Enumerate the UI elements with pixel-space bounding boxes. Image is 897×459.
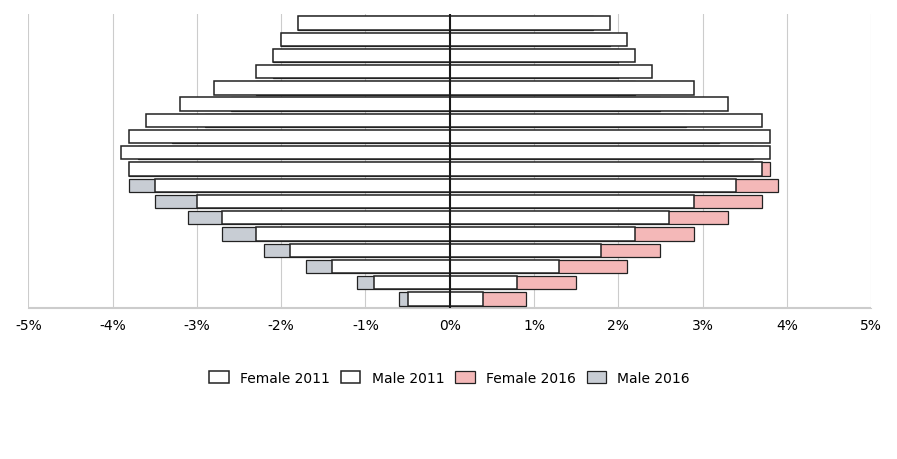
Bar bbox=[449, 50, 635, 63]
Bar bbox=[290, 244, 449, 257]
Bar bbox=[449, 17, 610, 30]
Bar bbox=[449, 50, 618, 63]
Bar bbox=[449, 82, 635, 95]
Bar bbox=[449, 196, 694, 209]
Bar bbox=[180, 98, 449, 112]
Bar bbox=[449, 212, 669, 225]
Bar bbox=[449, 17, 593, 30]
Bar bbox=[155, 196, 449, 209]
Bar bbox=[407, 293, 449, 306]
Bar bbox=[121, 147, 449, 160]
Bar bbox=[357, 276, 449, 290]
Bar bbox=[188, 212, 449, 225]
Bar bbox=[449, 163, 770, 176]
Bar bbox=[449, 276, 518, 290]
Bar bbox=[449, 293, 526, 306]
Bar bbox=[332, 260, 449, 274]
Bar bbox=[449, 196, 762, 209]
Bar bbox=[129, 163, 449, 176]
Bar bbox=[129, 179, 449, 192]
Bar bbox=[449, 179, 779, 192]
Bar bbox=[449, 293, 483, 306]
Bar bbox=[265, 244, 449, 257]
Bar bbox=[256, 66, 449, 79]
Bar bbox=[449, 228, 635, 241]
Bar bbox=[222, 228, 449, 241]
Bar bbox=[449, 34, 610, 47]
Bar bbox=[222, 212, 449, 225]
Bar bbox=[146, 114, 449, 128]
Bar bbox=[273, 66, 449, 79]
Bar bbox=[205, 114, 449, 128]
Bar bbox=[273, 50, 449, 63]
Bar bbox=[213, 82, 449, 95]
Bar bbox=[449, 212, 727, 225]
Bar bbox=[298, 17, 449, 30]
Bar bbox=[449, 276, 576, 290]
Bar bbox=[281, 34, 449, 47]
Bar bbox=[449, 114, 685, 128]
Bar bbox=[449, 98, 660, 112]
Bar bbox=[449, 179, 736, 192]
Bar bbox=[399, 293, 449, 306]
Bar bbox=[197, 196, 449, 209]
Bar bbox=[273, 50, 449, 63]
Bar bbox=[449, 228, 694, 241]
Bar bbox=[449, 82, 694, 95]
Bar bbox=[129, 131, 449, 144]
Legend: Female 2011, Male 2011, Female 2016, Male 2016: Female 2011, Male 2011, Female 2016, Mal… bbox=[205, 367, 694, 389]
Bar bbox=[298, 17, 449, 30]
Bar bbox=[256, 228, 449, 241]
Bar bbox=[449, 131, 770, 144]
Bar bbox=[449, 34, 627, 47]
Bar bbox=[449, 131, 719, 144]
Bar bbox=[449, 147, 753, 160]
Bar bbox=[449, 66, 652, 79]
Bar bbox=[138, 147, 449, 160]
Bar bbox=[449, 147, 770, 160]
Bar bbox=[449, 260, 627, 274]
Bar bbox=[449, 114, 762, 128]
Bar bbox=[281, 34, 449, 47]
Bar bbox=[231, 98, 449, 112]
Bar bbox=[171, 131, 449, 144]
Bar bbox=[449, 244, 660, 257]
Bar bbox=[449, 244, 601, 257]
Bar bbox=[449, 66, 618, 79]
Bar bbox=[155, 179, 449, 192]
Bar bbox=[449, 163, 762, 176]
Bar bbox=[307, 260, 449, 274]
Bar bbox=[449, 98, 727, 112]
Bar bbox=[256, 82, 449, 95]
Bar bbox=[129, 163, 449, 176]
Bar bbox=[449, 260, 559, 274]
Bar bbox=[374, 276, 449, 290]
